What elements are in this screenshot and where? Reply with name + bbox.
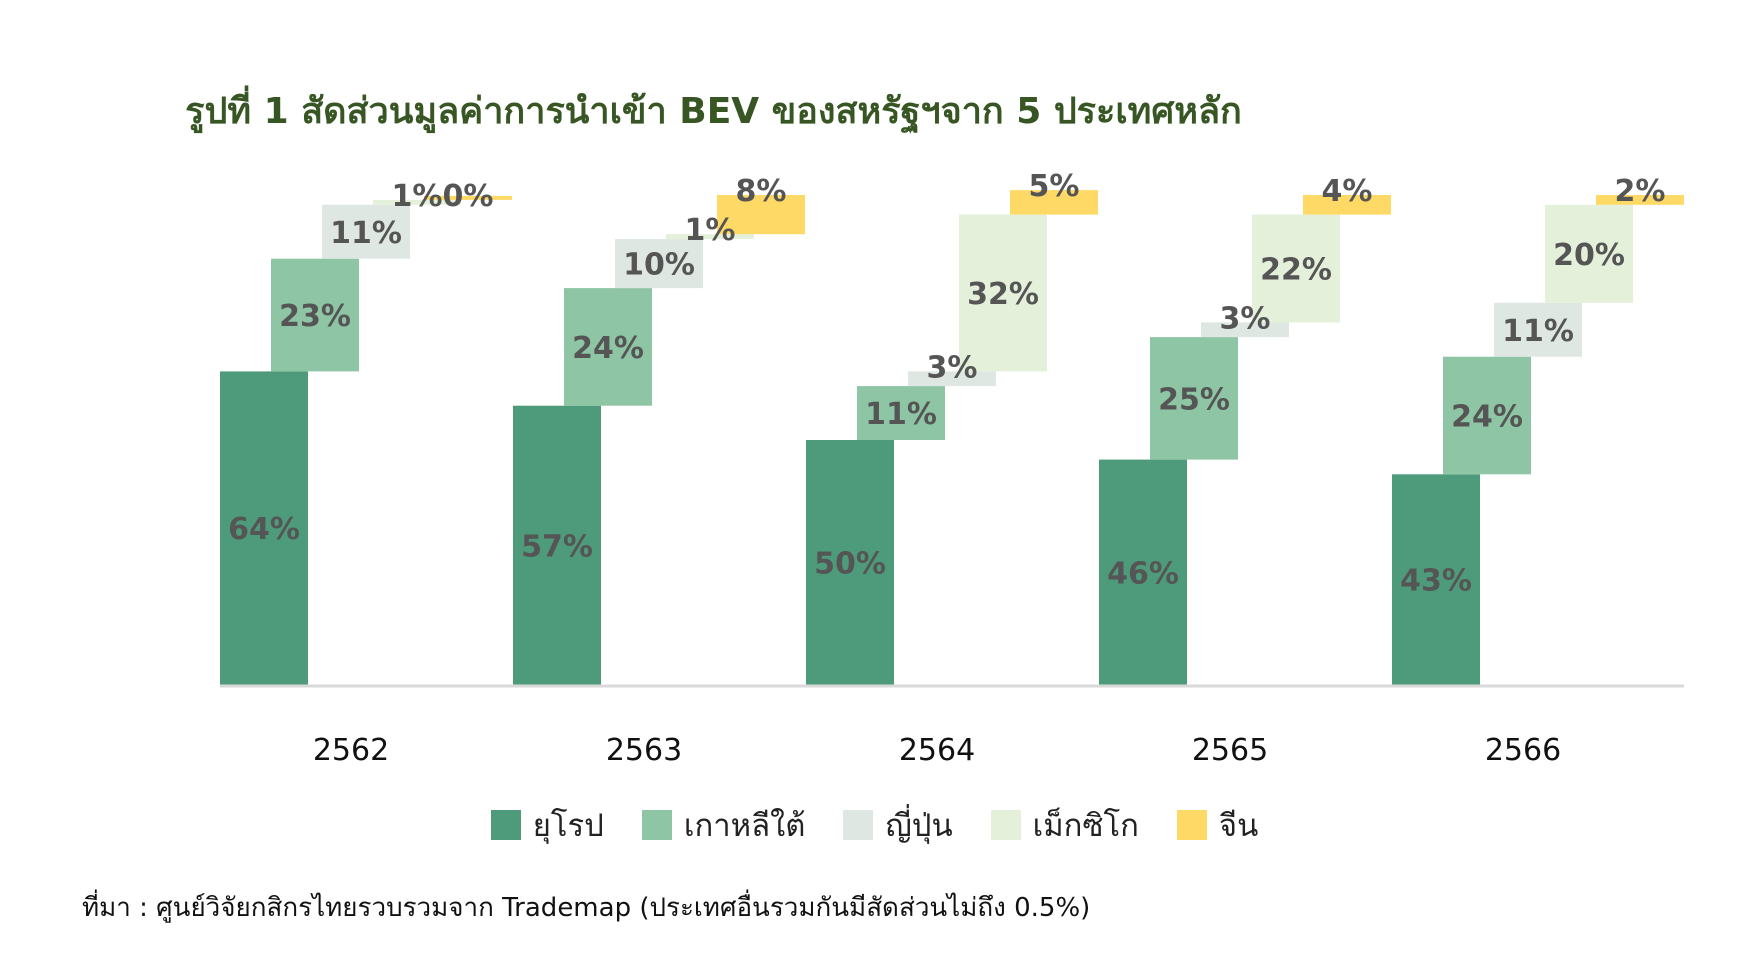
chart-title: รูปที่ 1 สัดส่วนมูลค่าการนำเข้า BEV ของส…: [185, 91, 1242, 132]
data-label-2562-2: 11%: [330, 216, 402, 251]
legend: ยุโรป เกาหลีใต้ ญี่ปุ่น เม็กซิโก จีน: [0, 800, 1749, 850]
legend-item-2: ญี่ปุ่น: [843, 800, 953, 850]
legend-item-4: จีน: [1176, 800, 1259, 850]
x-tick-label-2562: 2562: [313, 733, 389, 768]
legend-label-1: เกาหลีใต้: [683, 808, 806, 844]
bar-2565-3: [1252, 214, 1340, 323]
data-label-2565-2: 3%: [1220, 301, 1271, 336]
legend-item-0: ยุโรป: [490, 800, 604, 850]
bar-2565-1: [1150, 337, 1238, 460]
bar-2563-3: [666, 234, 754, 240]
bar-2564-2: [908, 371, 996, 387]
bar-2566-0: [1392, 474, 1480, 685]
legend-label-4: จีน: [1218, 808, 1259, 844]
x-tick-label-2565: 2565: [1192, 733, 1268, 768]
legend-label-2: ญี่ปุ่น: [885, 808, 953, 844]
data-label-2564-3: 32%: [967, 277, 1039, 312]
data-label-2563-1: 24%: [572, 331, 644, 366]
x-tick-label-2564: 2564: [899, 733, 975, 768]
bar-2563-1: [564, 288, 652, 406]
data-label-2565-3: 22%: [1260, 253, 1332, 288]
bar-2564-4: [1010, 190, 1098, 215]
legend-swatch-0: [490, 810, 521, 840]
data-label-2566-2: 11%: [1502, 314, 1574, 349]
data-label-2562-0: 64%: [228, 512, 300, 547]
source-note: ที่มา : ศูนย์วิจัยกสิกรไทยรวบรวมจาก Trad…: [82, 893, 1091, 923]
data-label-2563-2: 10%: [623, 248, 695, 283]
legend-swatch-3: [990, 810, 1021, 840]
legend-label-3: เม็กซิโก: [1032, 808, 1139, 844]
bar-2566-2: [1494, 302, 1582, 357]
data-label-2564-0: 50%: [814, 547, 886, 582]
bar-2563-4: [717, 195, 805, 235]
data-label-2566-3: 20%: [1553, 238, 1625, 273]
x-tick-label-2563: 2563: [606, 733, 682, 768]
data-label-2564-1: 11%: [865, 397, 937, 432]
bar-2564-0: [806, 440, 894, 685]
data-label-2562-3: 1%: [392, 179, 443, 214]
data-label-2563-3: 1%: [685, 213, 736, 248]
data-label-2565-4: 4%: [1322, 174, 1373, 209]
bar-2565-4: [1303, 195, 1391, 215]
bar-2563-0: [513, 405, 601, 685]
legend-swatch-4: [1176, 810, 1207, 840]
data-label-2562-4: 0%: [443, 179, 494, 214]
data-label-2565-0: 46%: [1107, 556, 1179, 591]
bar-2564-3: [959, 214, 1047, 372]
bar-2562-2: [322, 204, 410, 259]
bar-2566-1: [1443, 356, 1531, 475]
bar-2562-4: [424, 195, 512, 200]
bar-2562-0: [220, 371, 308, 685]
bar-2562-1: [271, 258, 359, 372]
data-label-2566-4: 2%: [1615, 174, 1666, 209]
data-label-2566-0: 43%: [1400, 564, 1472, 599]
bar-2565-0: [1099, 459, 1187, 685]
bar-2564-1: [857, 386, 945, 440]
legend-item-3: เม็กซิโก: [990, 800, 1139, 850]
legend-label-0: ยุโรป: [532, 808, 604, 844]
data-label-2566-1: 24%: [1451, 400, 1523, 435]
x-tick-label-2566: 2566: [1485, 733, 1561, 768]
data-label-2563-4: 8%: [736, 174, 787, 209]
bar-2562-3: [373, 199, 461, 205]
legend-swatch-2: [843, 810, 874, 840]
bar-2566-3: [1545, 204, 1633, 303]
bar-2563-2: [615, 239, 703, 289]
legend-item-1: เกาหลีใต้: [641, 800, 806, 850]
data-label-2564-4: 5%: [1029, 169, 1080, 204]
bar-2566-4: [1596, 195, 1684, 205]
legend-swatch-1: [641, 810, 672, 840]
data-label-2562-1: 23%: [279, 299, 351, 334]
data-label-2563-0: 57%: [521, 529, 593, 564]
bar-2565-2: [1201, 322, 1289, 338]
data-label-2564-2: 3%: [927, 350, 978, 385]
data-label-2565-1: 25%: [1158, 382, 1230, 417]
